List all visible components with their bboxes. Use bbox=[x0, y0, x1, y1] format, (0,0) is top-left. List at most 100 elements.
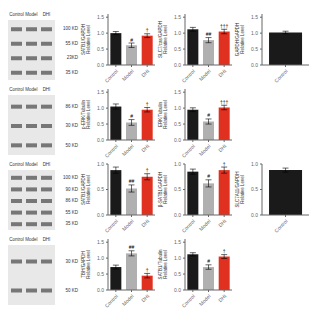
svg-text:Model: Model bbox=[121, 218, 135, 232]
svg-text:0.0: 0.0 bbox=[174, 287, 181, 293]
svg-text:1.0: 1.0 bbox=[174, 30, 181, 36]
svg-text:0.0: 0.0 bbox=[174, 212, 181, 218]
svg-text:1.0: 1.0 bbox=[97, 105, 104, 111]
svg-text:p-ERK/TubulinRelative Level: p-ERK/TubulinRelative Level bbox=[81, 99, 91, 129]
svg-text:β-SATB1/GAPDHRelative Level: β-SATB1/GAPDHRelative Level bbox=[158, 172, 168, 207]
svg-text:1.0: 1.0 bbox=[174, 161, 181, 167]
svg-text:1.0: 1.0 bbox=[174, 105, 181, 111]
svg-text:Control: Control bbox=[103, 143, 119, 158]
svg-text:1.0: 1.0 bbox=[251, 161, 258, 167]
svg-text:35 KD: 35 KD bbox=[65, 70, 78, 75]
svg-text:0.0: 0.0 bbox=[174, 62, 181, 68]
svg-text:1.5: 1.5 bbox=[97, 239, 104, 245]
svg-text:1.5: 1.5 bbox=[174, 89, 181, 95]
svg-text:0.0: 0.0 bbox=[174, 137, 181, 143]
svg-text:Model: Model bbox=[121, 293, 135, 307]
svg-text:1.0: 1.0 bbox=[174, 255, 181, 261]
svg-text:DHI: DHI bbox=[43, 12, 51, 17]
svg-text:Control: Control bbox=[273, 218, 289, 233]
svg-text:#: # bbox=[130, 113, 133, 119]
svg-text:100 KD: 100 KD bbox=[63, 26, 79, 31]
svg-text:Model: Model bbox=[25, 87, 37, 92]
svg-text:†: † bbox=[146, 167, 149, 173]
svg-text:0.0: 0.0 bbox=[251, 212, 258, 218]
svg-text:Control: Control bbox=[180, 68, 196, 83]
svg-text:†††: ††† bbox=[220, 23, 229, 29]
svg-text:ERK/TubulinRelative Level: ERK/TubulinRelative Level bbox=[158, 100, 168, 128]
svg-text:DHI: DHI bbox=[140, 293, 150, 303]
svg-text:Control: Control bbox=[9, 237, 24, 242]
svg-text:SATB1/GAPDHRelative Level: SATB1/GAPDHRelative Level bbox=[81, 24, 91, 55]
svg-text:Control: Control bbox=[9, 87, 24, 92]
svg-text:50 KD: 50 KD bbox=[65, 288, 78, 293]
svg-text:GAPDH/GAPDHRelative Level: GAPDH/GAPDHRelative Level bbox=[235, 23, 245, 56]
svg-text:0.5: 0.5 bbox=[251, 186, 258, 192]
svg-text:DHI: DHI bbox=[217, 293, 227, 303]
svg-text:Control: Control bbox=[180, 218, 196, 233]
svg-text:Control: Control bbox=[180, 293, 196, 308]
svg-text:0.5: 0.5 bbox=[97, 121, 104, 127]
svg-text:DHI: DHI bbox=[217, 218, 227, 228]
svg-text:TBH/GAPDHRelative Level: TBH/GAPDHRelative Level bbox=[81, 250, 91, 278]
svg-text:0.5: 0.5 bbox=[174, 186, 181, 192]
svg-text:1.0: 1.0 bbox=[97, 30, 104, 36]
svg-text:DHI: DHI bbox=[217, 143, 227, 153]
svg-text:SATB1/GAPDHRelative Level: SATB1/GAPDHRelative Level bbox=[81, 174, 91, 205]
svg-text:DHI: DHI bbox=[43, 237, 51, 242]
svg-text:DHI: DHI bbox=[43, 162, 51, 167]
svg-text:90 KD: 90 KD bbox=[65, 187, 78, 192]
svg-text:Control: Control bbox=[9, 162, 24, 167]
svg-text:##: ## bbox=[206, 31, 212, 37]
svg-text:0.0: 0.0 bbox=[251, 62, 258, 68]
svg-text:100 KD: 100 KD bbox=[63, 175, 79, 180]
svg-text:Model: Model bbox=[198, 293, 212, 307]
svg-text:0.0: 0.0 bbox=[97, 137, 104, 143]
svg-text:0.5: 0.5 bbox=[174, 46, 181, 52]
svg-text:DHI: DHI bbox=[140, 218, 150, 228]
svg-text:55 KD: 55 KD bbox=[65, 41, 78, 46]
svg-text:Control: Control bbox=[9, 12, 24, 17]
svg-text:SLC7/cas/GAPDHRelative Level: SLC7/cas/GAPDHRelative Level bbox=[158, 21, 168, 58]
svg-text:86 KD: 86 KD bbox=[65, 198, 78, 203]
svg-text:Control: Control bbox=[103, 218, 119, 233]
svg-text:SATB1/TubulinRelative Level: SATB1/TubulinRelative Level bbox=[158, 249, 168, 279]
svg-text:1.0: 1.0 bbox=[251, 30, 258, 36]
svg-text:Control: Control bbox=[180, 143, 196, 158]
svg-text:##: ## bbox=[129, 178, 135, 184]
svg-text:35 KD: 35 KD bbox=[65, 221, 78, 226]
svg-text:Model: Model bbox=[121, 143, 135, 157]
svg-text:†: † bbox=[146, 101, 149, 107]
svg-text:1.0: 1.0 bbox=[97, 255, 104, 261]
svg-text:#: # bbox=[207, 112, 210, 118]
svg-text:Model: Model bbox=[198, 68, 212, 82]
svg-text:#: # bbox=[207, 173, 210, 179]
svg-text:Model: Model bbox=[25, 12, 37, 17]
svg-text:23KD: 23KD bbox=[67, 55, 79, 60]
svg-text:Model: Model bbox=[121, 68, 135, 82]
svg-text:86 KD: 86 KD bbox=[65, 104, 78, 109]
svg-text:†: † bbox=[223, 161, 226, 167]
svg-text:†††: ††† bbox=[220, 99, 229, 105]
svg-text:SLC7A11/GAPDHRelative Level: SLC7A11/GAPDHRelative Level bbox=[235, 171, 245, 207]
svg-text:0.5: 0.5 bbox=[251, 46, 258, 52]
svg-text:†: † bbox=[223, 248, 226, 254]
svg-text:0.5: 0.5 bbox=[97, 186, 104, 192]
svg-text:30 KD: 30 KD bbox=[65, 259, 78, 264]
svg-text:0.0: 0.0 bbox=[97, 212, 104, 218]
svg-text:DHI: DHI bbox=[140, 68, 150, 78]
svg-text:0.5: 0.5 bbox=[97, 271, 104, 277]
svg-text:0.5: 0.5 bbox=[174, 271, 181, 277]
svg-text:50 KD: 50 KD bbox=[65, 143, 78, 148]
svg-text:0.0: 0.0 bbox=[97, 62, 104, 68]
svg-text:†: † bbox=[146, 27, 149, 33]
svg-text:Model: Model bbox=[25, 162, 37, 167]
svg-text:Model: Model bbox=[25, 237, 37, 242]
svg-text:1.5: 1.5 bbox=[97, 89, 104, 95]
svg-text:DHI: DHI bbox=[43, 87, 51, 92]
svg-text:Model: Model bbox=[198, 218, 212, 232]
svg-text:##: ## bbox=[129, 244, 135, 250]
svg-text:Model: Model bbox=[198, 143, 212, 157]
svg-text:Control: Control bbox=[103, 293, 119, 308]
svg-text:1.5: 1.5 bbox=[174, 14, 181, 20]
svg-text:55 KD: 55 KD bbox=[65, 210, 78, 215]
